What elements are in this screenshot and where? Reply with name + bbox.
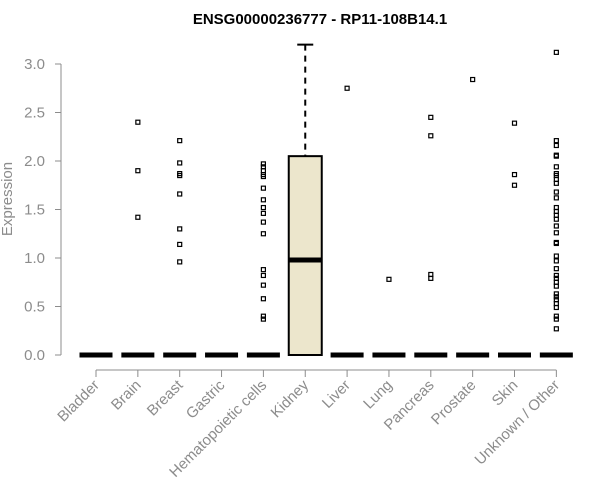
- outlier-point: [386, 276, 392, 282]
- y-tick-label: 2.0: [24, 153, 45, 170]
- outlier-point: [553, 216, 559, 222]
- outlier-point: [260, 161, 266, 167]
- x-tick-label: Prostate: [428, 377, 480, 429]
- outlier-point: [428, 275, 434, 281]
- outlier-point: [177, 226, 183, 232]
- x-tick-label: Lung: [360, 377, 396, 413]
- outlier-point: [553, 49, 559, 55]
- x-tick-label: Bladder: [54, 377, 103, 426]
- y-tick-label: 0.5: [24, 299, 45, 316]
- outlier-point: [177, 259, 183, 265]
- outlier-point: [553, 313, 559, 319]
- outlier-point: [553, 283, 559, 289]
- x-tick-label: Liver: [319, 377, 354, 412]
- outlier-point: [260, 210, 266, 216]
- outlier-point: [260, 231, 266, 237]
- outlier-point: [428, 133, 434, 139]
- box-group: [539, 49, 573, 358]
- box-group: [372, 276, 406, 358]
- y-tick-label: 1.0: [24, 250, 45, 267]
- outlier-point: [553, 316, 559, 322]
- outlier-point: [553, 304, 559, 311]
- outlier-point: [260, 173, 266, 180]
- outlier-point: [135, 119, 141, 125]
- outlier-point: [553, 180, 559, 186]
- outlier-point: [553, 258, 559, 264]
- box-group: [163, 138, 197, 358]
- outlier-point: [135, 214, 141, 220]
- outlier-point: [177, 160, 183, 166]
- outlier-point: [260, 316, 266, 322]
- outlier-point: [177, 138, 183, 144]
- outlier-point: [553, 291, 559, 297]
- outlier-point: [511, 182, 518, 188]
- y-tick-label: 0.0: [24, 347, 45, 364]
- outlier-point: [553, 138, 559, 144]
- plot-area: [79, 43, 573, 358]
- box-group: [287, 43, 323, 356]
- box-group: [330, 85, 364, 358]
- outlier-point: [260, 282, 266, 288]
- outlier-point: [344, 85, 350, 91]
- outlier-point: [135, 168, 141, 174]
- y-tick-label: 3.0: [24, 56, 45, 73]
- x-tick-label: Brain: [108, 377, 145, 414]
- outlier-point: [553, 223, 559, 229]
- outlier-point: [553, 164, 559, 170]
- x-tick-label: Skin: [489, 377, 522, 410]
- outlier-point: [470, 76, 476, 83]
- outlier-point: [553, 240, 559, 247]
- outlier-point: [553, 153, 559, 159]
- y-tick-label: 1.5: [24, 202, 45, 219]
- box-group: [456, 76, 490, 358]
- y-axis: 0.0 0.5 1.0 1.5 2.0 2.5 3.0: [24, 56, 62, 364]
- outlier-point: [177, 241, 183, 248]
- box-group: [498, 120, 531, 358]
- outlier-point: [553, 142, 559, 149]
- outlier-point: [260, 272, 266, 279]
- outlier-point: [260, 267, 266, 273]
- outlier-point: [260, 219, 266, 225]
- outlier-point: [260, 296, 266, 302]
- outlier-point: [260, 197, 266, 203]
- outlier-point: [260, 185, 266, 191]
- box: [287, 155, 323, 356]
- outlier-point: [553, 230, 559, 236]
- outlier-point: [553, 326, 559, 332]
- outlier-point: [511, 120, 518, 126]
- outlier-point: [553, 189, 559, 195]
- box-group: [414, 114, 448, 358]
- outlier-point: [553, 195, 559, 201]
- outlier-point: [260, 313, 266, 319]
- outlier-point: [553, 294, 559, 300]
- box-group: [121, 119, 155, 358]
- chart-title: ENSG00000236777 - RP11-108B14.1: [193, 11, 447, 28]
- box-group: [246, 161, 280, 358]
- outlier-point: [553, 266, 559, 272]
- outlier-point: [177, 191, 183, 197]
- outlier-point: [553, 253, 559, 259]
- outlier-point: [428, 114, 434, 120]
- x-tick-label: Kidney: [268, 376, 313, 421]
- y-axis-label: Expression: [0, 162, 16, 236]
- outlier-point: [511, 171, 518, 178]
- x-tick-label: Breast: [144, 376, 187, 419]
- y-tick-label: 2.5: [24, 105, 45, 122]
- outlier-point: [260, 204, 266, 211]
- outlier-point: [177, 172, 183, 179]
- outlier-point: [553, 272, 559, 279]
